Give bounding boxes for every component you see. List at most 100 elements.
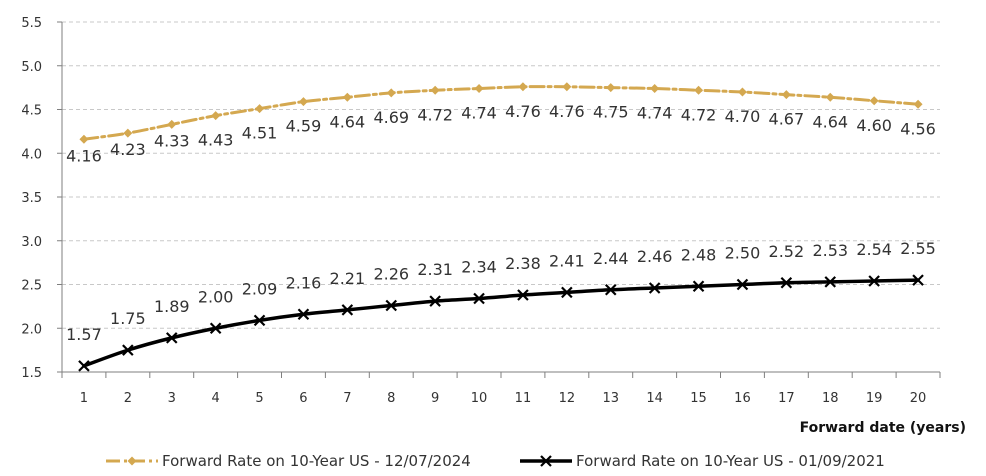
x-tick-label: 4: [212, 391, 220, 406]
diamond-marker: [255, 104, 265, 114]
x-tick-label: 2: [124, 391, 132, 406]
data-label-2021: 2.09: [242, 279, 278, 298]
x-marker: [209, 322, 222, 335]
x-tick-label: 12: [559, 391, 576, 406]
data-label-2021: 2.26: [373, 265, 409, 284]
data-label-2024: 4.69: [373, 108, 409, 127]
data-label-2024: 4.60: [856, 116, 892, 135]
grid-lines: [62, 21, 940, 329]
diamond-marker: [298, 97, 308, 107]
x-tick-label: 15: [690, 391, 707, 406]
data-label-2024: 4.74: [461, 104, 497, 123]
data-label-2024: 4.70: [725, 107, 761, 126]
y-tick-label: 5.5: [21, 16, 42, 31]
data-label-2021: 2.55: [900, 239, 936, 258]
data-label-2021: 2.31: [417, 260, 453, 279]
x-axis-title: Forward date (years): [800, 420, 966, 436]
x-marker: [912, 274, 924, 286]
data-label-2024: 4.67: [769, 110, 805, 129]
x-marker: [604, 283, 617, 296]
x-marker: [868, 275, 880, 287]
data-label-2021: 2.48: [681, 245, 717, 264]
x-tick-label: 17: [778, 391, 795, 406]
x-tick-label: 7: [343, 391, 351, 406]
axes: 1.52.02.53.03.54.04.55.05.51 2 3 4 5 6 7 8 9 10 11…: [21, 16, 941, 406]
diamond-marker: [123, 128, 133, 138]
x-tick-label: 11: [515, 391, 532, 406]
y-tick-label: 4.0: [21, 147, 42, 162]
data-label-2021: 2.50: [725, 244, 761, 263]
x-tick-label: 19: [866, 391, 883, 406]
series-line-2021: [82, 278, 920, 368]
data-label-2024: 4.56: [900, 119, 936, 138]
x-marker: [473, 292, 485, 305]
data-label-2024: 4.16: [66, 146, 102, 165]
diamond-marker: [650, 84, 660, 93]
data-label-2024: 4.23: [110, 140, 146, 159]
data-label-2021: 2.54: [856, 240, 892, 259]
y-tick-label: 3.0: [21, 235, 42, 250]
data-label-2024: 4.72: [417, 105, 453, 124]
x-tick-label: 16: [734, 391, 751, 406]
data-label-2024: 4.75: [593, 103, 629, 122]
diamond-marker: [211, 111, 221, 121]
data-label-2021: 2.16: [286, 273, 322, 292]
data-label-2024: 4.43: [198, 131, 234, 150]
x-marker: [122, 344, 134, 356]
x-marker: [517, 289, 529, 301]
diamond-marker: [79, 134, 89, 144]
series-markers: [78, 82, 924, 372]
diamond-marker: [430, 85, 440, 95]
y-tick-label: 2.5: [21, 279, 42, 294]
x-marker: [736, 278, 749, 291]
diamond-marker: [518, 82, 528, 92]
data-label-2024: 4.33: [154, 131, 190, 150]
x-tick-label: 5: [255, 391, 263, 406]
x-tick-label: 8: [387, 391, 395, 406]
data-label-2021: 2.53: [812, 241, 848, 260]
data-label-2021: 1.57: [66, 325, 102, 344]
data-label-2021: 2.41: [549, 251, 585, 270]
data-label-2021: 2.52: [769, 242, 805, 261]
y-tick-label: 3.5: [21, 191, 42, 206]
data-label-2024: 4.76: [549, 102, 585, 121]
x-tick-label: 3: [168, 391, 176, 406]
data-labels: 4.16 4.23 4.33 4.43 4.51 4.59 4.64 4.69 4.72 4.74…: [66, 102, 936, 344]
diamond-marker: [913, 99, 923, 109]
x-tick-label: 18: [822, 391, 839, 406]
data-label-2024: 4.76: [505, 102, 541, 121]
x-marker: [824, 276, 837, 288]
x-tick-label: 6: [299, 391, 307, 406]
data-label-2024: 4.51: [242, 124, 278, 143]
legend-label-2021: Forward Rate on 10-Year US - 01/09/2021: [576, 452, 885, 470]
data-label-2021: 2.21: [330, 269, 366, 288]
x-tick-label: 10: [471, 391, 488, 406]
data-label-2024: 4.72: [681, 105, 717, 124]
data-label-2024: 4.64: [812, 112, 848, 131]
diamond-marker: [342, 92, 352, 102]
data-label-2021: 2.00: [198, 287, 234, 306]
x-marker: [648, 282, 661, 294]
diamond-marker: [737, 87, 747, 97]
x-marker: [429, 295, 441, 307]
data-label-2024: 4.59: [286, 117, 322, 136]
data-label-2024: 4.74: [637, 104, 673, 123]
diamond-marker: [386, 88, 396, 98]
data-label-2021: 2.34: [461, 258, 497, 277]
diamond-marker: [781, 90, 791, 100]
x-marker: [297, 308, 310, 321]
diamond-marker: [474, 84, 484, 93]
x-marker: [385, 299, 398, 312]
x-tick-label: 1: [80, 391, 88, 406]
data-label-2021: 2.46: [637, 247, 673, 266]
y-tick-label: 5.0: [21, 60, 42, 75]
x-marker: [780, 276, 793, 289]
x-marker: [165, 332, 178, 344]
legend-label-2024: Forward Rate on 10-Year US - 12/07/2024: [162, 452, 471, 470]
x-tick-label: 13: [602, 391, 619, 406]
x-tick-label: 20: [910, 391, 927, 406]
legend: Forward Rate on 10-Year US - 12/07/2024 F…: [106, 452, 885, 470]
data-label-2021: 2.44: [593, 249, 629, 268]
